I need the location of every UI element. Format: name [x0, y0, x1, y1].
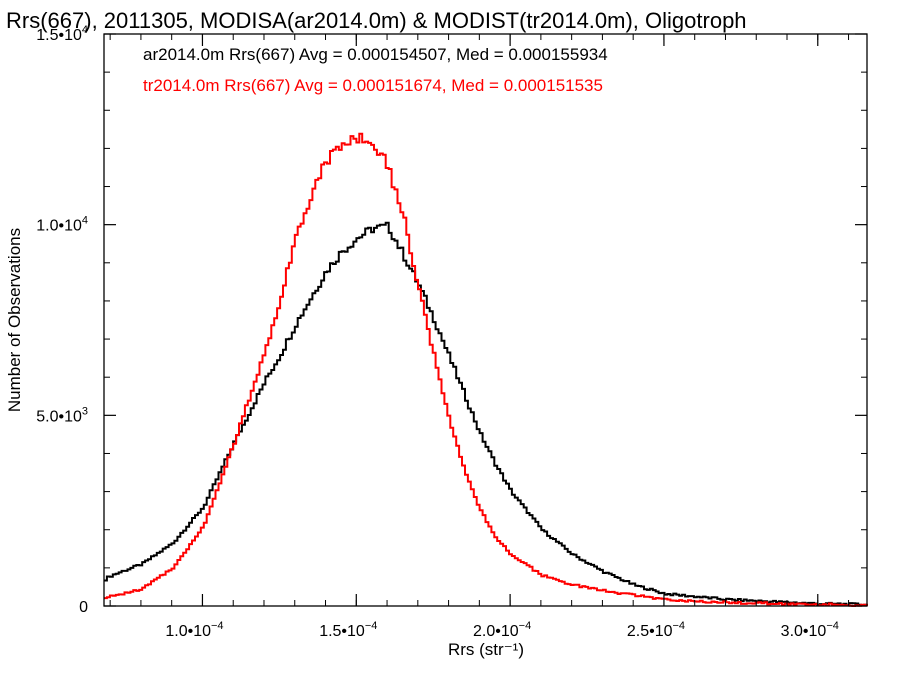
- chart-title: Rrs(667), 2011305, MODISA(ar2014.0m) & M…: [6, 8, 747, 33]
- y-tick-label: 1.0•104: [36, 215, 88, 235]
- x-tick-label: 2.0•10−4: [473, 620, 531, 640]
- x-tick-label: 3.0•10−4: [781, 620, 839, 640]
- y-tick-label: 1.5•104: [36, 24, 88, 44]
- y-tick-label: 0: [79, 599, 88, 616]
- series-layer: [104, 132, 868, 607]
- y-tick-exponent: 3: [82, 405, 88, 417]
- y-axis-label: Number of Observations: [5, 228, 24, 412]
- y-axis-ticks: 0 5.0•103 1.0•104 1.5•104: [36, 24, 867, 616]
- x-tick-exponent: −4: [672, 620, 685, 632]
- y-tick-label: 5.0•103: [36, 405, 88, 425]
- series-line-ar2014.0m: [104, 221, 868, 607]
- plot-area: 1.0•10−4 1.5•10−4 2.0•10−4 2.5•10−4 3.0•10−4…: [36, 24, 868, 640]
- x-tick-exponent: −4: [365, 620, 378, 632]
- y-tick-exponent: 4: [82, 215, 88, 227]
- x-tick-exponent: −4: [211, 620, 224, 632]
- x-axis-ticks: 1.0•10−4 1.5•10−4 2.0•10−4 2.5•10−4 3.0•10−4: [109, 34, 850, 640]
- y-tick-exponent: 4: [82, 24, 88, 36]
- x-tick-label: 1.0•10−4: [165, 620, 223, 640]
- series-line-tr2014.0m: [104, 132, 868, 607]
- legend-entry-black: ar2014.0m Rrs(667) Avg = 0.000154507, Me…: [143, 45, 608, 64]
- legend-entry-red: tr2014.0m Rrs(667) Avg = 0.000151674, Me…: [143, 76, 603, 95]
- x-tick-exponent: −4: [519, 620, 532, 632]
- plot-frame: [103, 33, 868, 607]
- x-tick-label: 1.5•10−4: [319, 620, 377, 640]
- x-tick-exponent: −4: [826, 620, 839, 632]
- x-axis-label: Rrs (str⁻¹): [448, 640, 524, 659]
- x-tick-label: 2.5•10−4: [627, 620, 685, 640]
